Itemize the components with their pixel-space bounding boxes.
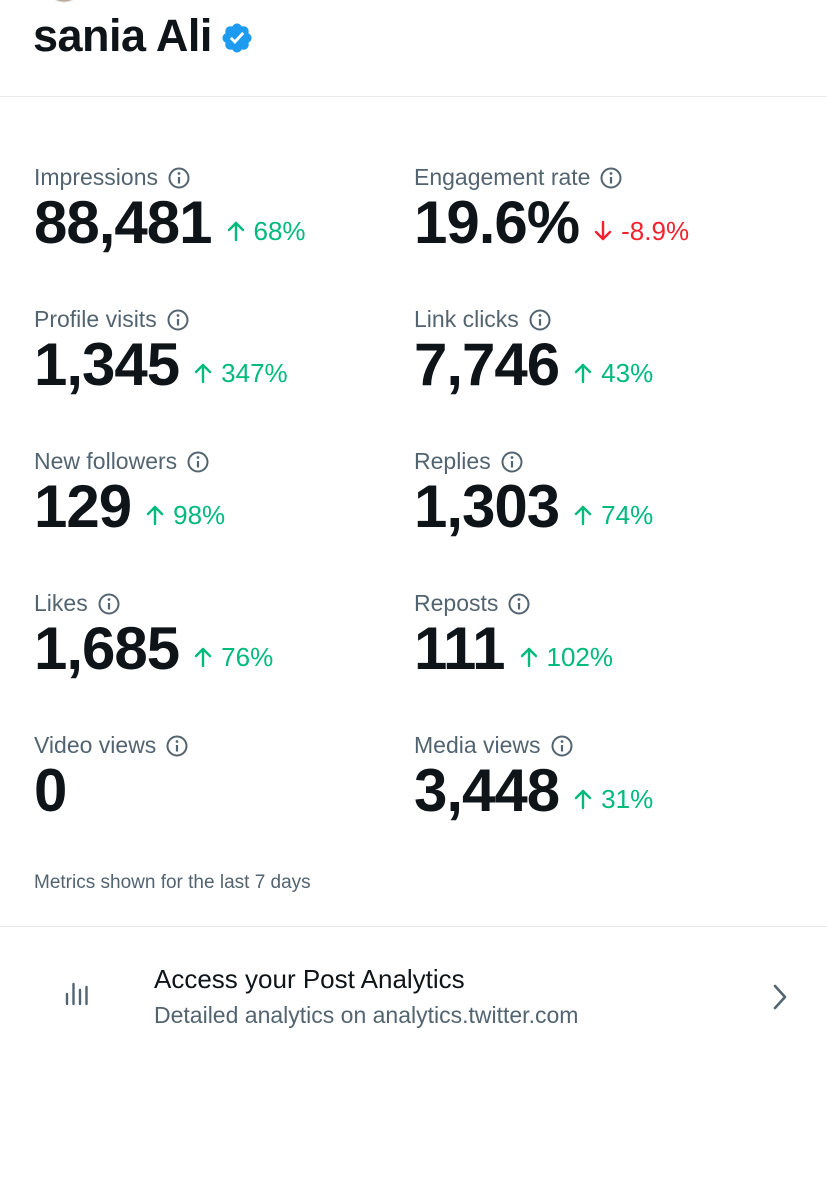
metric-card: Impressions 88,481 68% — [34, 164, 414, 304]
metric-label: Engagement rate — [414, 164, 591, 190]
trend-arrow — [227, 221, 244, 242]
metric-label-row: Media views — [414, 732, 574, 759]
metric-card: Media views 3,448 31% — [414, 732, 794, 872]
metric-change-row: 68% — [224, 216, 306, 247]
trend-arrow — [574, 789, 592, 810]
metric-label-row: New followers — [34, 448, 210, 475]
metric-label-row: Replies — [414, 448, 524, 475]
metric-change-row: 76% — [191, 642, 273, 673]
info-icon[interactable] — [550, 734, 574, 758]
metric-label-row: Impressions — [34, 164, 191, 191]
metric-label: Replies — [414, 448, 491, 474]
metric-card: Engagement rate 19.6% -8.9% — [414, 164, 794, 304]
footnote: Metrics shown for the last 7 days — [34, 872, 311, 893]
info-icon[interactable] — [528, 308, 552, 332]
metric-value: 1,303 — [414, 473, 560, 540]
trend-arrow — [574, 505, 592, 526]
metric-card: Profile visits 1,345 347% — [34, 306, 414, 446]
metric-card: Likes 1,685 76% — [34, 590, 414, 730]
metric-value-row: 19.6% -8.9% — [414, 188, 689, 257]
metric-value-row: 3,448 31% — [414, 756, 653, 825]
metric-label-row: Video views — [34, 732, 189, 759]
metric-change-row: -8.9% — [591, 216, 689, 247]
metric-value: 111 — [414, 615, 505, 682]
trend-arrow — [520, 647, 537, 668]
metric-value: 1,345 — [34, 331, 180, 398]
trend-arrow — [146, 505, 164, 526]
analytics-link-title[interactable]: Access your Post Analytics — [154, 964, 465, 994]
metric-label-row: Likes — [34, 590, 121, 617]
metric-card: New followers 129 98% — [34, 448, 414, 588]
analytics-link-subtitle[interactable]: Detailed analytics on analytics.twitter.… — [154, 1002, 579, 1028]
metric-value: 0 — [34, 757, 67, 824]
metric-label-row: Engagement rate — [414, 164, 623, 191]
metric-change: 74% — [601, 499, 654, 530]
info-icon[interactable] — [186, 450, 210, 474]
metric-value: 88,481 — [34, 189, 213, 256]
metric-value-row: 1,345 347% — [34, 330, 288, 399]
metric-value-row: 111 102% — [414, 614, 613, 683]
metric-change: 43% — [601, 357, 654, 388]
metric-label: Impressions — [34, 164, 158, 190]
profile-name: sania Ali — [33, 10, 212, 61]
verified-badge — [222, 23, 252, 53]
info-icon[interactable] — [507, 592, 531, 616]
info-icon[interactable] — [167, 166, 191, 190]
metric-change: 76% — [221, 641, 274, 672]
metric-label: New followers — [34, 448, 178, 474]
metric-value: 7,746 — [414, 331, 560, 398]
analytics-icon — [65, 982, 88, 1006]
metric-label: Media views — [414, 732, 541, 758]
metric-card: Replies 1,303 74% — [414, 448, 794, 588]
metric-value-row: 0 — [34, 756, 67, 825]
metric-label-row: Profile visits — [34, 306, 190, 333]
metric-change: -8.9% — [621, 215, 690, 246]
divider — [0, 926, 827, 927]
metric-card: Video views 0 — [34, 732, 414, 872]
metric-value-row: 7,746 43% — [414, 330, 653, 399]
metric-change-row: 102% — [517, 641, 614, 673]
metric-value: 129 — [34, 473, 132, 540]
metric-value-row: 1,685 76% — [34, 614, 273, 683]
metric-label-row: Link clicks — [414, 306, 552, 333]
info-icon[interactable] — [165, 734, 189, 758]
metric-label: Reposts — [414, 590, 499, 616]
metric-change-row: 43% — [571, 358, 653, 389]
trend-arrow — [574, 363, 592, 384]
trend-arrow — [194, 363, 212, 384]
metric-label: Profile visits — [34, 306, 157, 332]
info-icon[interactable] — [599, 166, 623, 190]
metric-label-row: Reposts — [414, 590, 531, 617]
metric-value-row: 88,481 68% — [34, 188, 306, 257]
trend-arrow — [194, 647, 212, 668]
metric-value-row: 1,303 74% — [414, 472, 653, 541]
divider — [0, 96, 827, 97]
metric-change-row: 74% — [571, 500, 653, 531]
metric-change: 347% — [221, 357, 288, 388]
chevron-right[interactable] — [770, 983, 790, 1011]
metric-label: Likes — [34, 590, 88, 616]
metric-value-row: 129 98% — [34, 472, 225, 541]
metric-value: 19.6% — [414, 189, 580, 256]
info-icon[interactable] — [500, 450, 524, 474]
metric-change-row: 31% — [571, 784, 653, 815]
metric-label: Video views — [34, 732, 157, 758]
metric-change-row: 347% — [191, 358, 288, 389]
metric-card: Reposts 111 102% — [414, 590, 794, 730]
metric-change: 98% — [173, 499, 226, 530]
trend-arrow — [594, 220, 612, 241]
metric-card: Link clicks 7,746 43% — [414, 306, 794, 446]
metric-change: 68% — [253, 215, 306, 246]
metric-change: 102% — [546, 641, 614, 672]
metric-change: 31% — [601, 783, 654, 814]
metric-label: Link clicks — [414, 306, 519, 332]
avatar[interactable] — [44, 0, 84, 4]
metric-change-row: 98% — [143, 500, 225, 531]
info-icon[interactable] — [97, 592, 121, 616]
metric-value: 1,685 — [34, 615, 180, 682]
info-icon[interactable] — [166, 308, 190, 332]
metric-value: 3,448 — [414, 757, 560, 824]
